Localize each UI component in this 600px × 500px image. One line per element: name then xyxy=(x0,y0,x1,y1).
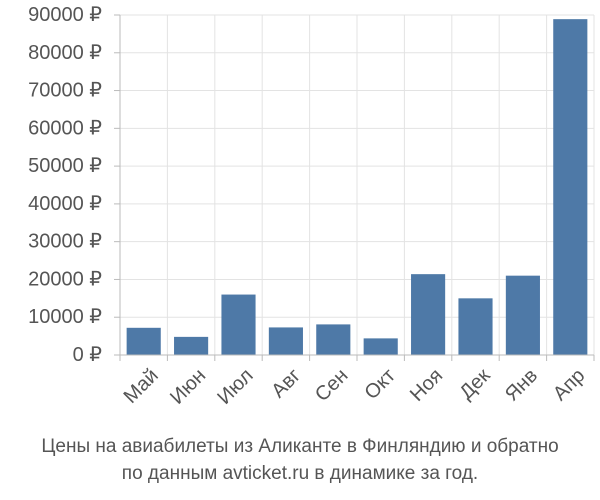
bar-3 xyxy=(221,294,256,355)
y-tick-label: 30000 ₽ xyxy=(28,231,102,253)
y-tick-labels: 0 ₽ 10000 ₽ 20000 ₽ 30000 ₽ 40000 ₽ 50000 ₽ 60… xyxy=(28,4,102,366)
y-tick-label: 90000 ₽ xyxy=(28,4,102,26)
y-tick-label: 60000 ₽ xyxy=(28,117,102,139)
x-tick-labels: Май Июн Июл Авг Сен Окт Ноя Дек Янв Апр xyxy=(120,364,590,408)
bar-6 xyxy=(363,338,398,355)
x-tick-label: Ноя xyxy=(406,365,447,406)
x-tick-label: Сен xyxy=(311,365,352,406)
x-tick-label: Дек xyxy=(455,364,494,403)
x-tick-label: Июн xyxy=(166,365,210,409)
caption-line-1: Цены на авиабилеты из Аликанте в Финлянд… xyxy=(41,436,559,457)
y-tick-label: 50000 ₽ xyxy=(28,155,102,177)
x-tick-label: Янв xyxy=(501,365,542,406)
y-tick-label: 80000 ₽ xyxy=(28,42,102,64)
price-bar-chart: 0 ₽ 10000 ₽ 20000 ₽ 30000 ₽ 40000 ₽ 50000 ₽ 60… xyxy=(28,4,595,409)
caption-line-2: по данным avticket.ru в динамике за год. xyxy=(121,463,479,484)
grid xyxy=(120,14,595,356)
bar-7 xyxy=(411,274,446,355)
bar-1 xyxy=(126,327,161,355)
x-tick-label: Июл xyxy=(213,365,257,409)
bar-4 xyxy=(268,327,303,355)
axes xyxy=(114,14,595,361)
bar-5 xyxy=(316,324,351,355)
x-tick-label: Май xyxy=(120,365,163,408)
y-tick-label: 0 ₽ xyxy=(73,344,103,366)
bar-10 xyxy=(553,19,588,356)
y-tick-label: 40000 ₽ xyxy=(28,193,102,215)
chart-caption: Цены на авиабилеты из Аликанте в Финлянд… xyxy=(0,433,600,487)
bar-9 xyxy=(505,275,540,355)
y-tick-label: 20000 ₽ xyxy=(28,268,102,290)
x-tick-label: Окт xyxy=(360,365,399,404)
y-tick-label: 10000 ₽ xyxy=(28,306,102,328)
x-tick-label: Авг xyxy=(267,365,305,403)
y-tick-label: 70000 ₽ xyxy=(28,80,102,102)
x-tick-label: Апр xyxy=(549,365,590,406)
bar-2 xyxy=(174,336,209,355)
bar-8 xyxy=(458,298,493,355)
bars xyxy=(126,19,588,356)
